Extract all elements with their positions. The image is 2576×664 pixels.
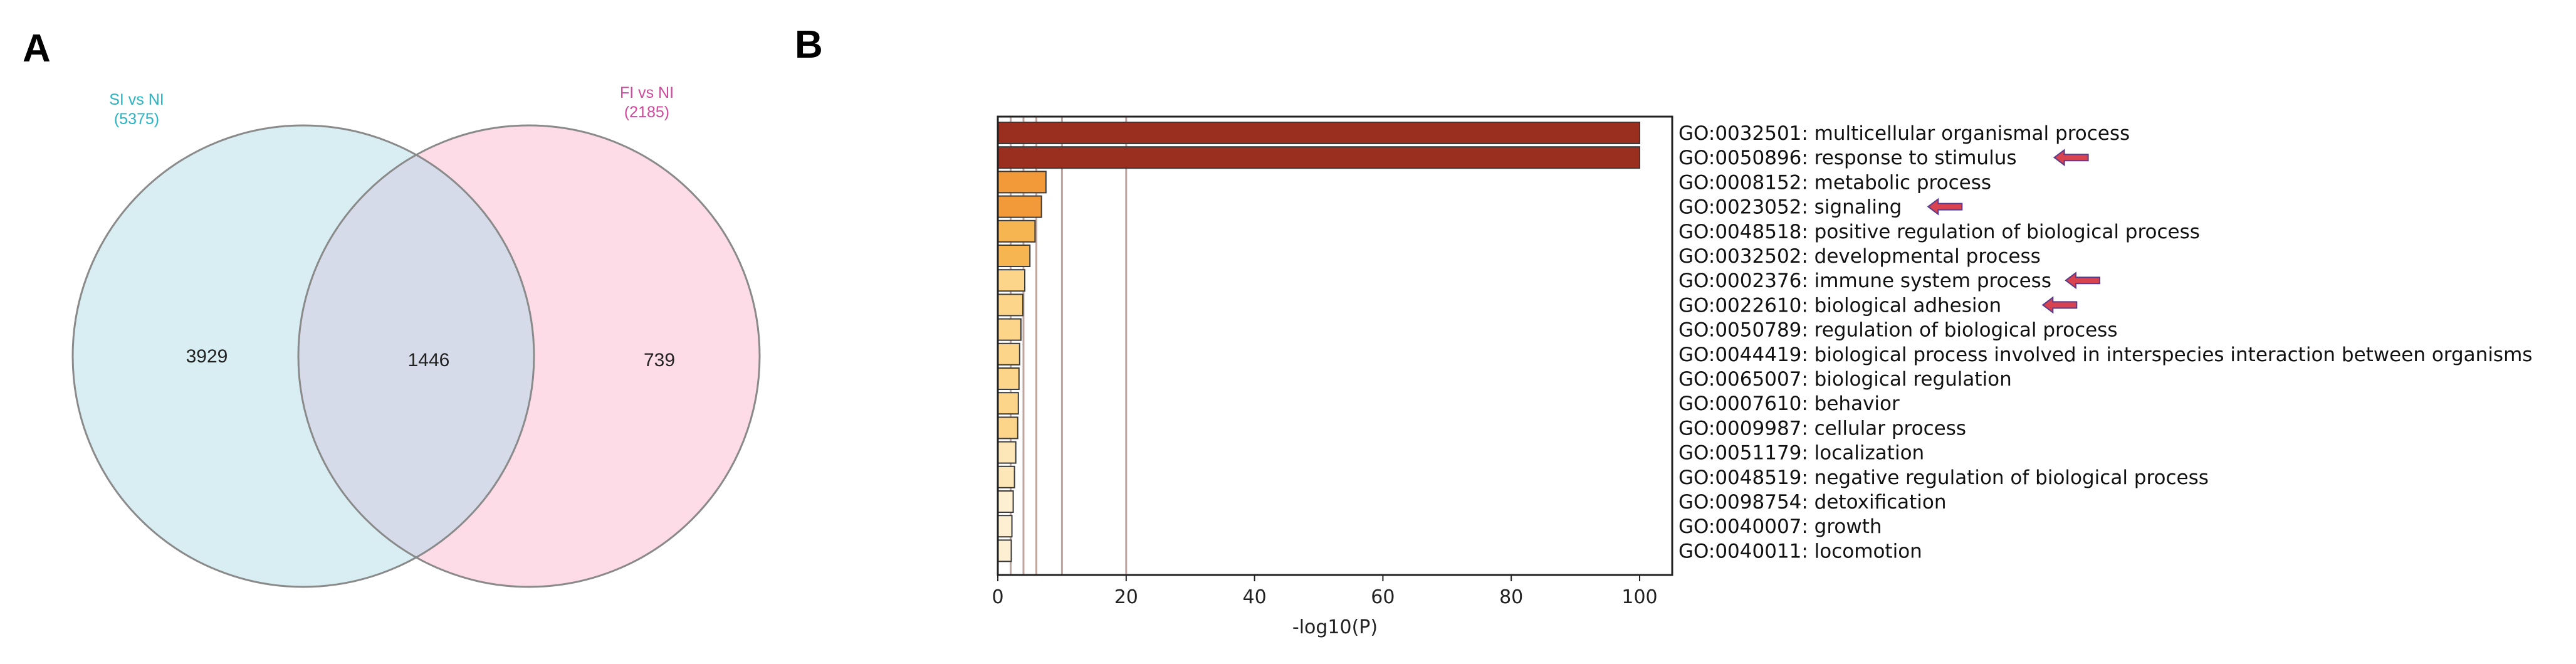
- category-label-8: GO:0022610: biological adhesion: [1678, 294, 2001, 317]
- bar-16: [997, 490, 1014, 513]
- x-tick-label-0: 0: [992, 586, 1003, 608]
- category-label-15: GO:0048519: negative regulation of biolo…: [1678, 466, 2209, 489]
- bar-5: [997, 219, 1036, 243]
- bar-4: [997, 195, 1042, 218]
- plot-frame: [997, 115, 1673, 576]
- panel-letter-a: A: [23, 27, 51, 70]
- venn-set-total-si: (5375): [114, 110, 159, 128]
- category-label-17: GO:0040007: growth: [1678, 515, 1882, 538]
- venn-set-total-fi: (2185): [624, 103, 669, 121]
- venn-count-right-only: 739: [644, 350, 675, 371]
- venn-outline-right: [297, 124, 761, 588]
- x-axis-label: -log10(P): [1292, 616, 1378, 638]
- go-enrichment-bar-chart: 0 20 40 60 80 100 -log10(P) GO:0032501: multice…: [992, 115, 2532, 638]
- bar-11: [997, 367, 1020, 390]
- highlight-arrow-icon: [2053, 149, 2089, 167]
- panel-letter-b: B: [795, 23, 823, 66]
- bar-13: [997, 416, 1018, 440]
- x-tick-label-20: 20: [1114, 586, 1138, 608]
- bar-15: [997, 465, 1015, 488]
- x-tick-label-80: 80: [1499, 586, 1523, 608]
- venn-overlap-region: [298, 125, 534, 587]
- venn-set-label-si: SI vs NI: [109, 91, 164, 108]
- bar-7: [997, 269, 1026, 292]
- category-label-7: GO:0002376: immune system process: [1678, 270, 2051, 292]
- category-label-5: GO:0048518: positive regulation of biolo…: [1678, 221, 2200, 243]
- bar-12: [997, 392, 1019, 415]
- category-label-4: GO:0023052: signaling: [1678, 196, 1902, 219]
- venn-count-left-only: 3929: [186, 346, 228, 367]
- category-label-10: GO:0044419: biological process involved …: [1678, 344, 2532, 366]
- highlight-arrow-icon: [2041, 296, 2078, 314]
- category-label-1: GO:0032501: multicellular organismal pro…: [1678, 122, 2130, 145]
- bar-14: [997, 441, 1017, 464]
- category-label-6: GO:0032502: developmental process: [1678, 245, 2041, 268]
- bar-6: [997, 245, 1031, 267]
- highlight-arrow-icon: [1927, 198, 1963, 216]
- bar-3: [997, 171, 1047, 194]
- bar-8: [997, 293, 1024, 317]
- bar-18: [997, 539, 1012, 562]
- x-tick-label-100: 100: [1621, 586, 1657, 608]
- venn-outline-left: [71, 124, 535, 588]
- venn-set-label-fi: FI vs NI: [620, 84, 674, 102]
- category-label-14: GO:0051179: localization: [1678, 442, 1924, 465]
- category-label-11: GO:0065007: biological regulation: [1678, 368, 2012, 391]
- bar-10: [997, 342, 1020, 366]
- bar-9: [997, 318, 1022, 341]
- category-label-9: GO:0050789: regulation of biological pro…: [1678, 319, 2117, 342]
- venn-diagram: SI vs NI (5375) FI vs NI(2185) 3929 1446 739: [71, 84, 761, 588]
- bar-17: [997, 515, 1013, 538]
- category-label-13: GO:0009987: cellular process: [1678, 417, 1966, 440]
- x-tick-label-60: 60: [1371, 586, 1395, 608]
- bar-1: [997, 122, 1640, 144]
- x-tick-label-40: 40: [1243, 586, 1267, 608]
- category-label-2: GO:0050896: response to stimulus: [1678, 147, 2017, 169]
- category-label-12: GO:0007610: behavior: [1678, 393, 1900, 415]
- highlight-arrow-icon: [2065, 271, 2100, 290]
- category-label-18: GO:0040011: locomotion: [1678, 540, 1922, 562]
- venn-count-overlap: 1446: [408, 350, 450, 371]
- category-label-3: GO:0008152: metabolic process: [1678, 171, 1991, 194]
- category-label-16: GO:0098754: detoxification: [1678, 491, 1947, 514]
- bar-2: [997, 146, 1640, 169]
